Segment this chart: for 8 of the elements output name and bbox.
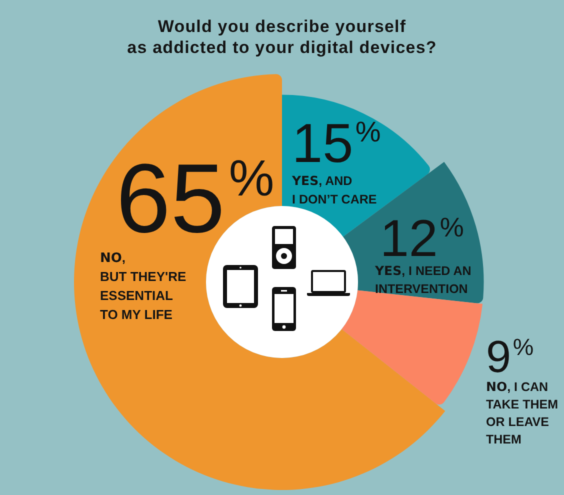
slice-label: YES, AND I DON’T CARE xyxy=(291,173,377,206)
slice-label: YES, I NEED AN INTERVENTION xyxy=(374,263,472,296)
chart-title: Would you describe yourself as addicted to your digital devices? xyxy=(127,17,437,57)
data-label: 65% xyxy=(116,143,274,253)
slice-label: NO, BUT THEY'RE ESSENTIAL TO MY LIFE xyxy=(100,250,186,322)
slice-label: NO, I CAN TAKE THEM OR LEAVE THEM xyxy=(486,379,558,446)
data-label: 15% xyxy=(292,112,381,174)
data-label: 9% xyxy=(486,331,534,382)
